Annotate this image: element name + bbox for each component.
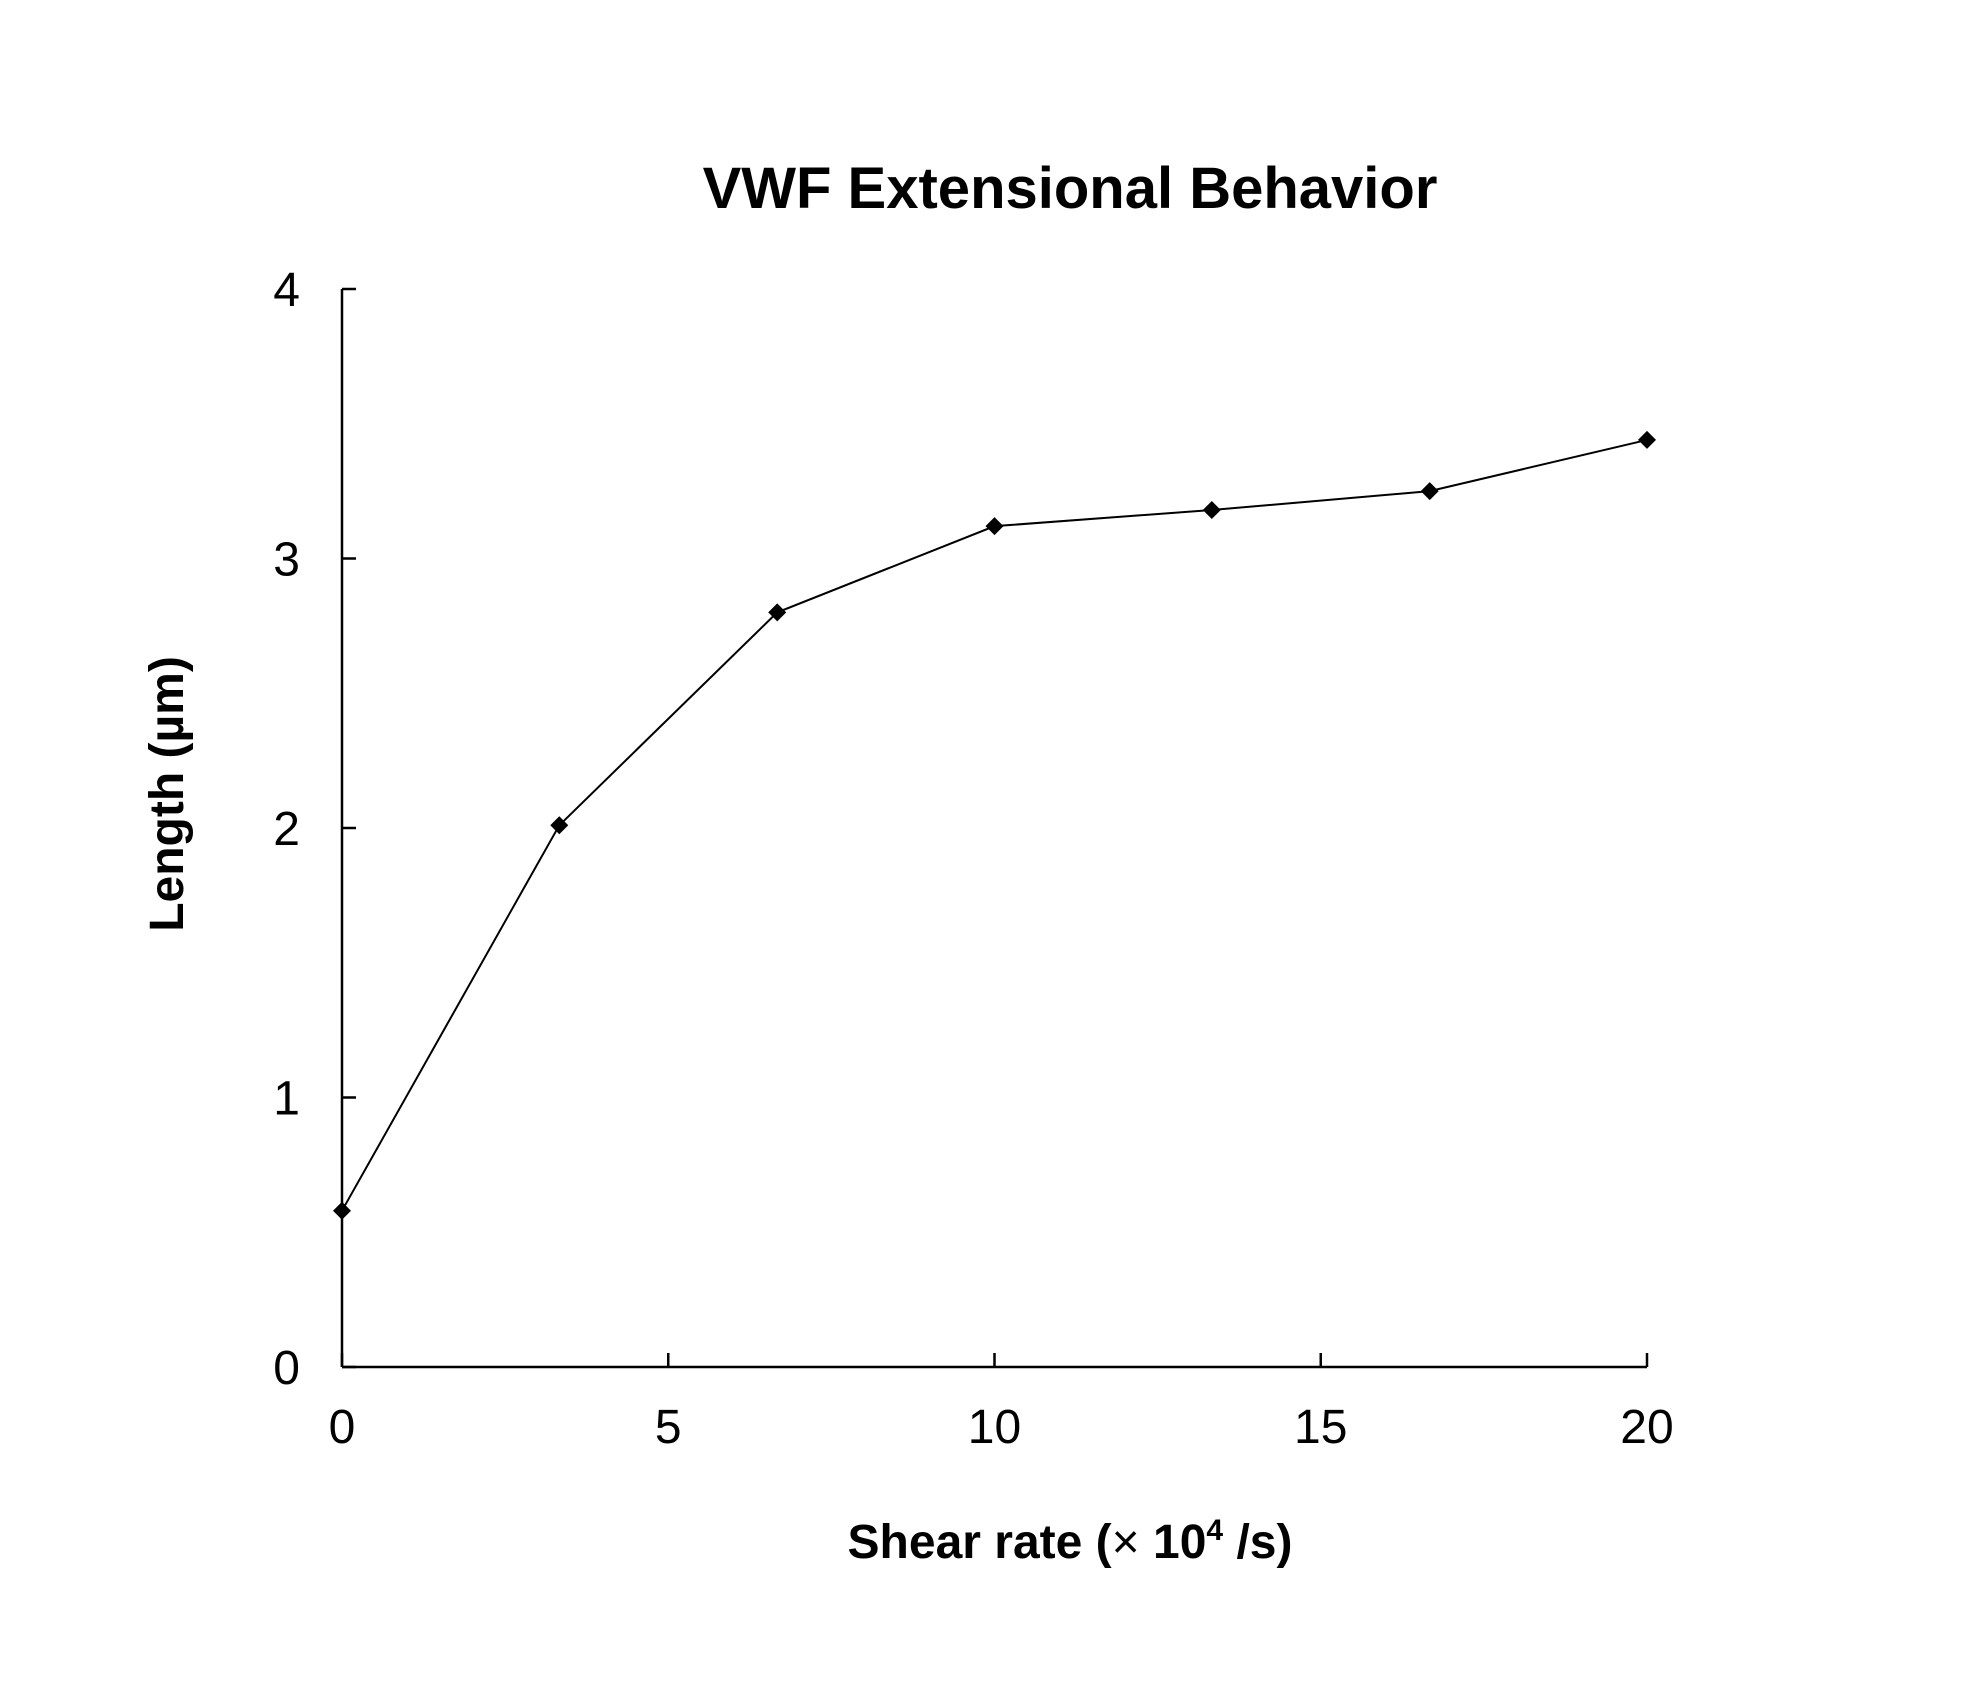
y-tick-label: 4 (273, 264, 300, 317)
x-axis-label-prefix: Shear rate ( (848, 1516, 1112, 1569)
data-point (1638, 430, 1656, 449)
x-axis-label: Shear rate (× 104 /s) (848, 1514, 1293, 1569)
series-group (333, 430, 1656, 1220)
x-tick-label: 5 (655, 1401, 682, 1454)
x-tick-label: 15 (1294, 1401, 1347, 1454)
chart-title: VWF Extensional Behavior (703, 156, 1438, 221)
x-ticks: 0 5 10 15 20 (329, 1353, 1674, 1454)
y-ticks: 0 1 2 3 4 (273, 264, 356, 1395)
x-axis-label-exponent: 4 (1206, 1514, 1223, 1547)
x-tick-label: 0 (329, 1401, 356, 1454)
x-axis-label-suffix: /s) (1223, 1516, 1292, 1569)
data-point (985, 517, 1004, 536)
y-tick-label: 0 (273, 1342, 300, 1395)
x-tick-label: 20 (1620, 1401, 1673, 1454)
data-point (768, 603, 787, 622)
data-point (1420, 482, 1439, 501)
y-tick-label: 1 (273, 1073, 300, 1126)
y-axis-label: Length (µm) (141, 656, 194, 932)
data-point (333, 1201, 351, 1220)
data-point (1202, 500, 1221, 519)
data-point (550, 816, 569, 835)
x-axis-label-base: 10 (1140, 1516, 1207, 1569)
x-axis-label-times: × (1112, 1516, 1140, 1569)
y-tick-label: 3 (273, 534, 300, 587)
x-tick-label: 10 (968, 1401, 1021, 1454)
series-line (341, 438, 1648, 1212)
y-tick-label: 2 (273, 803, 300, 856)
axes (340, 289, 1647, 1369)
